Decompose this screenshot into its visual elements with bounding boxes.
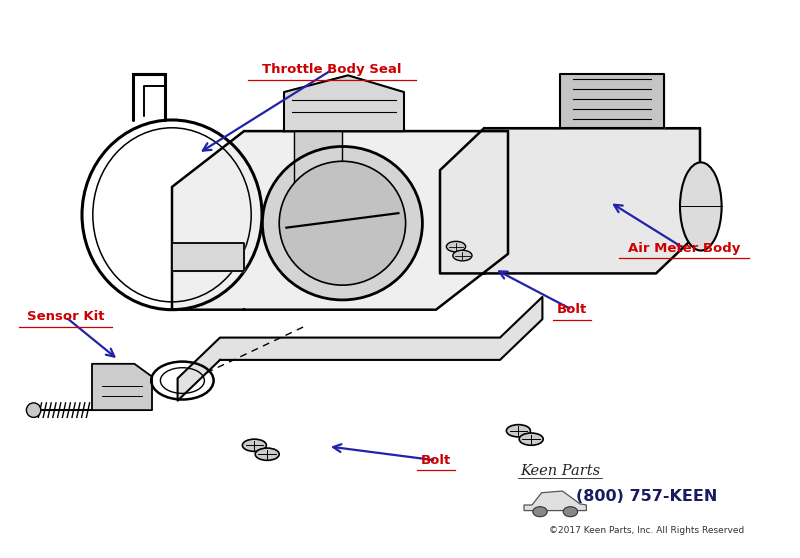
Ellipse shape	[26, 403, 41, 417]
Polygon shape	[92, 364, 152, 410]
Polygon shape	[172, 243, 244, 271]
Polygon shape	[294, 131, 342, 223]
Text: Sensor Kit: Sensor Kit	[27, 310, 104, 324]
Text: Throttle Body Seal: Throttle Body Seal	[262, 63, 402, 76]
Polygon shape	[524, 491, 586, 511]
Ellipse shape	[255, 448, 279, 460]
Text: ©2017 Keen Parts, Inc. All Rights Reserved: ©2017 Keen Parts, Inc. All Rights Reserv…	[549, 526, 744, 535]
Text: Air Meter Body: Air Meter Body	[628, 242, 740, 255]
Ellipse shape	[279, 161, 406, 285]
Ellipse shape	[446, 241, 466, 252]
Ellipse shape	[453, 250, 472, 261]
Text: Keen Parts: Keen Parts	[520, 464, 600, 478]
Ellipse shape	[506, 425, 530, 437]
Polygon shape	[172, 131, 508, 310]
Polygon shape	[560, 74, 664, 128]
Ellipse shape	[242, 439, 266, 451]
Ellipse shape	[680, 162, 722, 251]
Ellipse shape	[519, 433, 543, 445]
Polygon shape	[178, 297, 542, 401]
Polygon shape	[284, 75, 404, 131]
Text: Bolt: Bolt	[557, 303, 587, 316]
Polygon shape	[440, 128, 700, 273]
Circle shape	[563, 507, 578, 517]
Circle shape	[533, 507, 547, 517]
Ellipse shape	[262, 146, 422, 300]
Text: Bolt: Bolt	[421, 454, 451, 467]
Text: (800) 757-KEEN: (800) 757-KEEN	[576, 489, 717, 504]
